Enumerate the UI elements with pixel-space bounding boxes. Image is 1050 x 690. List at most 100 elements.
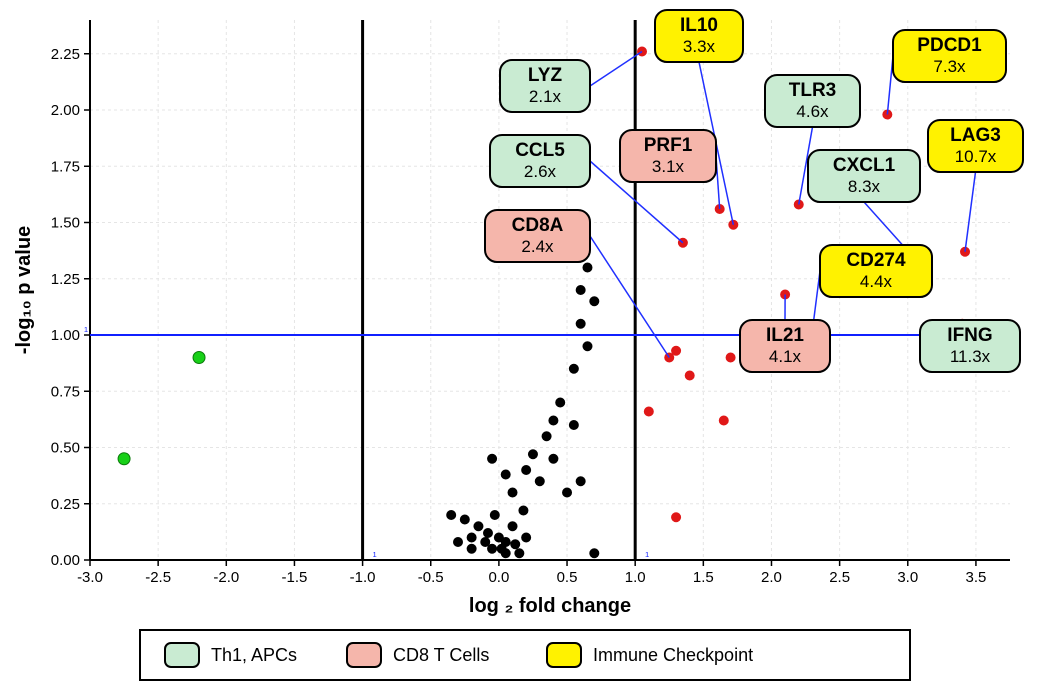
point-neutral — [487, 454, 497, 464]
point-neutral — [562, 488, 572, 498]
point-neutral — [542, 431, 552, 441]
point-neutral — [521, 465, 531, 475]
point-neutral — [508, 488, 518, 498]
point-neutral — [483, 528, 493, 538]
x-tick-label: 2.5 — [829, 569, 850, 586]
callout-fold: 4.4x — [860, 272, 893, 291]
x-tick-label: -0.5 — [418, 569, 444, 586]
callout-fold: 2.1x — [529, 87, 562, 106]
x-tick-label: -2.5 — [145, 569, 171, 586]
callout-prf1: PRF13.1x — [620, 130, 716, 182]
y-tick-label: 0.00 — [51, 552, 80, 569]
x-tick-label: 0.5 — [557, 569, 578, 586]
point-neutral — [487, 544, 497, 554]
callout-ccl5: CCL52.6x — [490, 135, 590, 187]
callout-ifng: IFNG11.3x — [920, 320, 1020, 372]
point-neutral — [467, 533, 477, 543]
callout-il21: IL214.1x — [740, 320, 830, 372]
point-neutral — [589, 296, 599, 306]
point-neutral — [501, 470, 511, 480]
callout-il10: IL103.3x — [655, 10, 743, 62]
y-tick-label: 1.00 — [51, 327, 80, 344]
axis-blue-mark: ₁ — [84, 320, 88, 334]
point-neutral — [460, 515, 470, 525]
x-tick-label: -1.5 — [282, 569, 308, 586]
callout-fold: 2.6x — [524, 162, 557, 181]
point-neutral — [528, 449, 538, 459]
callout-fold: 4.6x — [796, 102, 829, 121]
point-neutral — [508, 521, 518, 531]
point-down — [193, 352, 205, 364]
callout-lyz: LYZ2.1x — [500, 60, 590, 112]
x-axis-label: log ₂ fold change — [469, 595, 631, 617]
callout-lag3: LAG310.7x — [928, 120, 1023, 172]
point-neutral — [576, 285, 586, 295]
callout-gene: TLR3 — [789, 80, 837, 101]
callout-cd274: CD2744.4x — [820, 245, 932, 297]
callout-gene: IL10 — [680, 15, 718, 36]
point-up — [671, 512, 681, 522]
point-neutral — [521, 533, 531, 543]
point-neutral — [467, 544, 477, 554]
callout-fold: 8.3x — [848, 177, 881, 196]
y-tick-label: 1.75 — [51, 158, 80, 175]
callout-cd8a: CD8A2.4x — [485, 210, 590, 262]
x-tick-label: 3.0 — [897, 569, 918, 586]
x-tick-label: -1.0 — [350, 569, 376, 586]
point-neutral — [582, 341, 592, 351]
point-neutral — [535, 476, 545, 486]
point-neutral — [514, 548, 524, 558]
point-down — [118, 453, 130, 465]
callout-fold: 4.1x — [769, 347, 802, 366]
point-neutral — [548, 454, 558, 464]
axis-blue-mark: ₁ — [645, 545, 649, 559]
callout-pdcd1: PDCD17.3x — [893, 30, 1006, 82]
point-neutral — [569, 420, 579, 430]
point-neutral — [569, 364, 579, 374]
point-neutral — [446, 510, 456, 520]
point-up — [719, 416, 729, 426]
y-tick-label: 0.25 — [51, 496, 80, 513]
callout-fold: 10.7x — [955, 147, 997, 166]
x-tick-label: 0.0 — [488, 569, 509, 586]
y-tick-label: 0.75 — [51, 383, 80, 400]
point-neutral — [576, 319, 586, 329]
callout-fold: 2.4x — [521, 237, 554, 256]
point-neutral — [473, 521, 483, 531]
point-neutral — [453, 537, 463, 547]
point-up — [644, 407, 654, 417]
point-up — [685, 371, 695, 381]
x-tick-label: -2.0 — [213, 569, 239, 586]
y-tick-label: 2.25 — [51, 46, 80, 63]
callout-fold: 3.3x — [683, 37, 716, 56]
callout-gene: CCL5 — [515, 140, 565, 161]
axis-blue-mark: ₁ — [373, 545, 377, 559]
callout-gene: PDCD1 — [917, 35, 982, 56]
legend-swatch — [547, 643, 581, 667]
point-neutral — [501, 537, 511, 547]
point-up — [671, 346, 681, 356]
point-neutral — [490, 510, 500, 520]
y-tick-label: 2.00 — [51, 102, 80, 119]
point-neutral — [582, 263, 592, 273]
volcano-plot-figure: -3.0-2.5-2.0-1.5-1.0-0.50.00.51.01.52.02… — [0, 0, 1050, 690]
callout-gene: CD8A — [512, 215, 564, 236]
point-neutral — [510, 539, 520, 549]
callout-gene: IL21 — [766, 325, 804, 346]
volcano-plot-svg: -3.0-2.5-2.0-1.5-1.0-0.50.00.51.01.52.02… — [0, 0, 1050, 690]
callout-gene: LYZ — [528, 65, 563, 86]
legend-swatch — [347, 643, 381, 667]
callout-gene: PRF1 — [644, 135, 693, 156]
point-neutral — [576, 476, 586, 486]
callout-fold: 11.3x — [950, 347, 991, 366]
x-tick-label: 2.0 — [761, 569, 782, 586]
x-tick-label: -3.0 — [77, 569, 103, 586]
y-tick-label: 1.50 — [51, 215, 80, 232]
point-neutral — [555, 398, 565, 408]
point-neutral — [518, 506, 528, 516]
callout-cxcl1: CXCL18.3x — [808, 150, 920, 202]
callout-tlr3: TLR34.6x — [765, 75, 860, 127]
y-tick-label: 0.50 — [51, 440, 80, 457]
callout-gene: CD274 — [846, 250, 906, 271]
x-tick-label: 1.0 — [625, 569, 646, 586]
